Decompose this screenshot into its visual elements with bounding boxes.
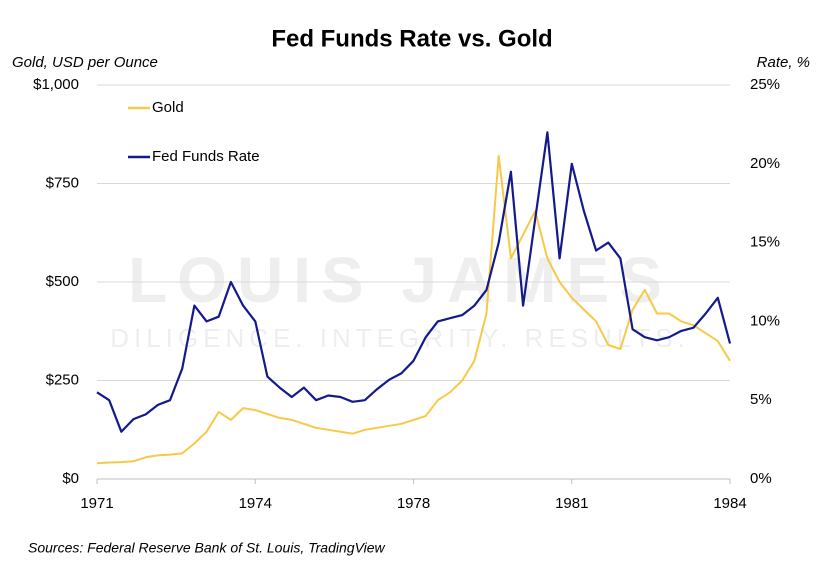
y-tick-label: $750 (46, 174, 79, 191)
chart-title: Fed Funds Rate vs. Gold (271, 25, 552, 52)
series-line (96, 131, 732, 433)
x-tick-label: 1974 (239, 495, 272, 512)
y-tick-label: $0 (62, 470, 79, 487)
legend-label: Gold (152, 99, 184, 116)
x-tick-label: 1978 (397, 495, 430, 512)
x-tick-label: 1981 (555, 495, 588, 512)
series-line (96, 154, 731, 465)
y-axis-label: Gold, USD per Ounce (12, 54, 158, 71)
y2-tick-label: 25% (750, 76, 780, 93)
watermark: DILIGENCE. INTEGRITY. RESULTS. (110, 323, 690, 353)
y2-tick-label: 5% (750, 391, 772, 408)
x-tick-label: 1984 (713, 495, 746, 512)
y-tick-label: $250 (46, 371, 79, 388)
y2-tick-label: 10% (750, 312, 780, 329)
y2-axis-label: Rate, % (757, 54, 810, 71)
source: Sources: Federal Reserve Bank of St. Lou… (28, 540, 386, 556)
y2-tick-label: 15% (750, 234, 780, 251)
legend-label: Fed Funds Rate (152, 148, 260, 165)
y-tick-label: $500 (46, 273, 79, 290)
x-tick-label: 1971 (80, 495, 113, 512)
y2-tick-label: 20% (750, 155, 780, 172)
watermark: LOUIS JAMES (128, 244, 672, 316)
y-tick-label: $1,000 (33, 76, 79, 93)
y2-tick-label: 0% (750, 470, 772, 487)
